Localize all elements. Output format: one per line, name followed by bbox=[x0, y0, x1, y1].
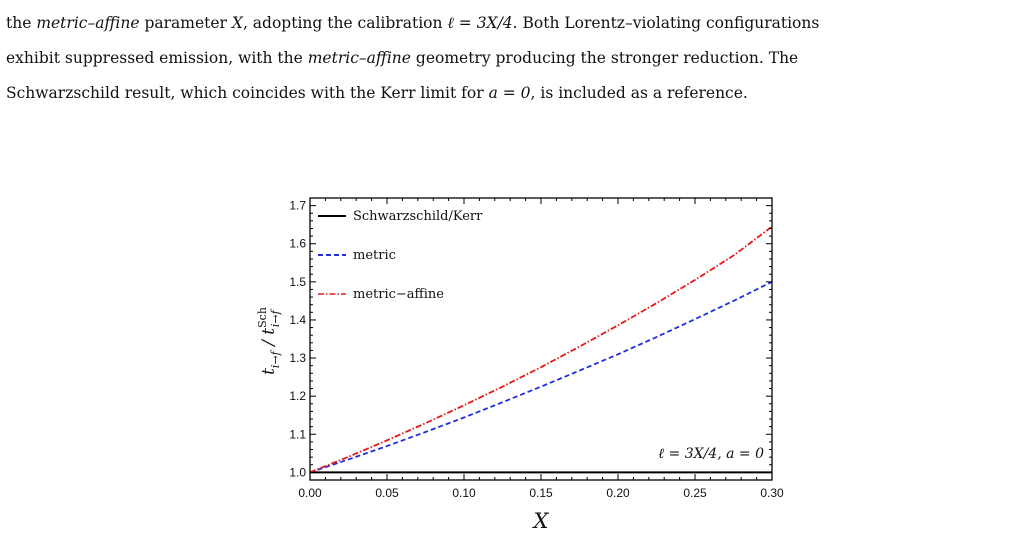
y-tick-label: 1.2 bbox=[289, 389, 306, 403]
x-tick-label: 0.10 bbox=[452, 486, 476, 500]
caption-line-2: exhibit suppressed emission, with the me… bbox=[6, 49, 799, 67]
y-tick-label: 1.1 bbox=[289, 427, 306, 441]
plot-frame bbox=[309, 197, 773, 481]
x-tick-label: 0.20 bbox=[606, 486, 630, 500]
y-tick-label: 1.5 bbox=[289, 275, 306, 289]
caption-line-1: the metric–affine parameter X, adopting … bbox=[6, 14, 820, 32]
legend-label-metric: metric bbox=[353, 248, 396, 263]
legend-label-schwarzschild: Schwarzschild/Kerr bbox=[353, 209, 483, 224]
legend-label-metric-affine: metric−affine bbox=[353, 287, 444, 302]
y-tick-label: 1.0 bbox=[289, 465, 306, 479]
x-tick-label: 0.30 bbox=[760, 486, 784, 500]
caption-line-3: Schwarzschild result, which coincides wi… bbox=[6, 84, 748, 102]
series-line-1 bbox=[309, 281, 773, 474]
x-tick-label: 0.15 bbox=[529, 486, 553, 500]
y-tick-label: 1.7 bbox=[289, 199, 306, 213]
chart-legend: Schwarzschild/Kerr metric metric−affine bbox=[318, 209, 483, 302]
y-axis-label: ti→f / tSchi→f bbox=[256, 307, 282, 375]
x-tick-label: 0.05 bbox=[375, 486, 399, 500]
y-tick-label: 1.6 bbox=[289, 237, 306, 251]
x-tick-label: 0.25 bbox=[683, 486, 707, 500]
parameter-annotation: ℓ = 3X/4, a = 0 bbox=[658, 446, 764, 462]
figure-caption: the metric–affine parameter X, adopting … bbox=[6, 6, 1014, 111]
x-tick-label: 0.00 bbox=[298, 486, 322, 500]
series-layer bbox=[309, 225, 773, 474]
tick-layer: 0.00 0.05 0.10 0.15 0.20 0.25 0.30 1.0 1.1 1.2 1.3… bbox=[289, 198, 784, 500]
x-axis-label: X bbox=[532, 509, 550, 533]
series-line-2 bbox=[309, 225, 773, 474]
y-tick-label: 1.4 bbox=[289, 313, 306, 327]
y-tick-label: 1.3 bbox=[289, 351, 306, 365]
